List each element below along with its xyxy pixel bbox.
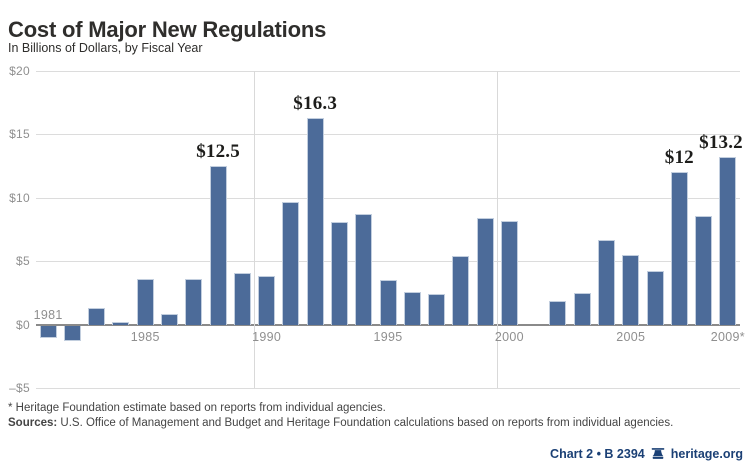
y-axis-label: –$5 (9, 381, 30, 395)
bar-2007 (670, 172, 688, 325)
bar-1997 (428, 294, 446, 325)
bar-2004 (597, 239, 615, 325)
page-subtitle: In Billions of Dollars, by Fiscal Year (8, 41, 203, 55)
liberty-bell-icon (650, 447, 666, 461)
decade-gridline (497, 71, 499, 388)
y-gridline (36, 388, 740, 389)
footer-chart-ref: Chart 2 • B 2394 (550, 447, 645, 461)
y-gridline (36, 261, 740, 263)
bar-1983 (88, 308, 106, 325)
page-title: Cost of Major New Regulations (8, 16, 327, 42)
bar-1982 (63, 325, 81, 341)
bar-1984 (112, 322, 130, 325)
bar-1992 (306, 117, 324, 325)
bar-1987 (185, 278, 203, 325)
bar-1999 (476, 218, 494, 325)
bar-1995 (379, 280, 397, 325)
bar-2009 (719, 157, 737, 325)
bar-1998 (452, 256, 470, 325)
value-label-2009: $13.2 (699, 132, 743, 154)
bar-2006 (646, 271, 664, 325)
x-axis-label-1995: 1995 (373, 329, 403, 344)
y-gridline (36, 134, 740, 136)
x-axis-label-2005: 2005 (616, 329, 646, 344)
bar-1990 (258, 276, 276, 325)
y-axis-label: $5 (16, 254, 30, 269)
footnote-sources: Sources: U.S. Office of Management and B… (8, 417, 673, 429)
bar-2003 (573, 292, 591, 325)
bar-1981 (39, 325, 57, 339)
bar-2008 (695, 215, 713, 325)
sources-label: Sources: (8, 417, 58, 429)
y-axis-label: $10 (9, 190, 30, 205)
bar-1991 (282, 201, 300, 325)
plot-area: $20 $15 $10 $5 $0 –$5 $12.5 $16.3 $12 $13.2 1981 19… (0, 60, 750, 400)
footer-site: heritage.org (670, 447, 743, 461)
sources-text: U.S. Office of Management and Budget and… (57, 417, 674, 429)
y-gridline (36, 71, 740, 72)
x-axis-label-2000: 2000 (494, 329, 524, 344)
footnote-estimate: * Heritage Foundation estimate based on … (8, 402, 386, 414)
bar-1986 (161, 314, 179, 325)
x-axis-label-1981: 1981 (33, 307, 63, 322)
value-label-1992: $16.3 (293, 92, 338, 114)
y-axis-label: $0 (16, 317, 30, 332)
x-axis-label-1985: 1985 (130, 329, 160, 344)
y-axis-label: $15 (9, 127, 30, 142)
bar-1985 (136, 278, 154, 325)
footer: Chart 2 • B 2394 heritage.org (550, 447, 743, 461)
bar-2002 (549, 300, 567, 325)
value-label-2007: $12 (664, 147, 694, 169)
bar-2000 (500, 220, 518, 325)
x-axis-label-1990: 1990 (252, 329, 282, 344)
x-axis-label-2009: 2009* (710, 329, 745, 344)
bar-1996 (403, 291, 421, 325)
bar-1993 (330, 221, 348, 325)
value-label-1988: $12.5 (196, 141, 240, 163)
x-axis-line (36, 323, 740, 326)
bar-1994 (355, 214, 373, 325)
y-gridline (36, 197, 740, 199)
bar-2005 (622, 254, 640, 325)
bar-1988 (209, 166, 227, 325)
bar-1989 (233, 272, 251, 325)
y-axis-label: $20 (9, 64, 30, 78)
decade-gridline (254, 71, 256, 388)
